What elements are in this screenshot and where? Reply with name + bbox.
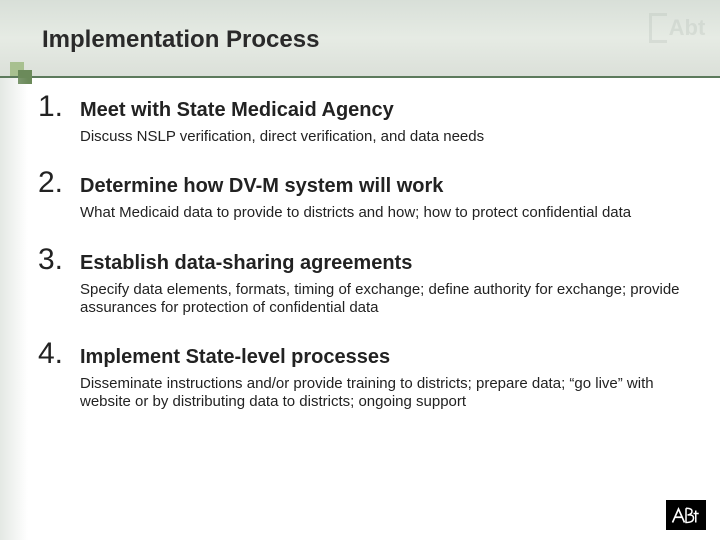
side-fade xyxy=(0,78,28,540)
slide-title: Implementation Process xyxy=(42,26,319,54)
item-description: Disseminate instructions and/or provide … xyxy=(80,375,692,412)
item-heading: Meet with State Medicaid Agency xyxy=(80,99,394,122)
item-heading: Determine how DV-M system will work xyxy=(80,175,443,198)
list-item: 3. Establish data-sharing agreements Spe… xyxy=(38,243,692,318)
item-number: 1. xyxy=(38,90,80,124)
item-heading: Establish data-sharing agreements xyxy=(80,252,412,275)
item-number: 2. xyxy=(38,166,80,200)
list-item: 1. Meet with State Medicaid Agency Discu… xyxy=(38,90,692,146)
slide-header: Implementation Process Abt xyxy=(0,0,720,78)
item-description: Specify data elements, formats, timing o… xyxy=(80,281,692,318)
logo-watermark: Abt xyxy=(646,8,708,48)
item-heading: Implement State-level processes xyxy=(80,346,390,369)
content-area: 1. Meet with State Medicaid Agency Discu… xyxy=(38,90,692,432)
logo-footer xyxy=(666,500,706,530)
item-description: What Medicaid data to provide to distric… xyxy=(80,204,692,222)
item-number: 3. xyxy=(38,243,80,277)
item-number: 4. xyxy=(38,337,80,371)
item-description: Discuss NSLP verification, direct verifi… xyxy=(80,128,692,146)
list-item: 4. Implement State-level processes Disse… xyxy=(38,337,692,412)
list-item: 2. Determine how DV-M system will work W… xyxy=(38,166,692,222)
